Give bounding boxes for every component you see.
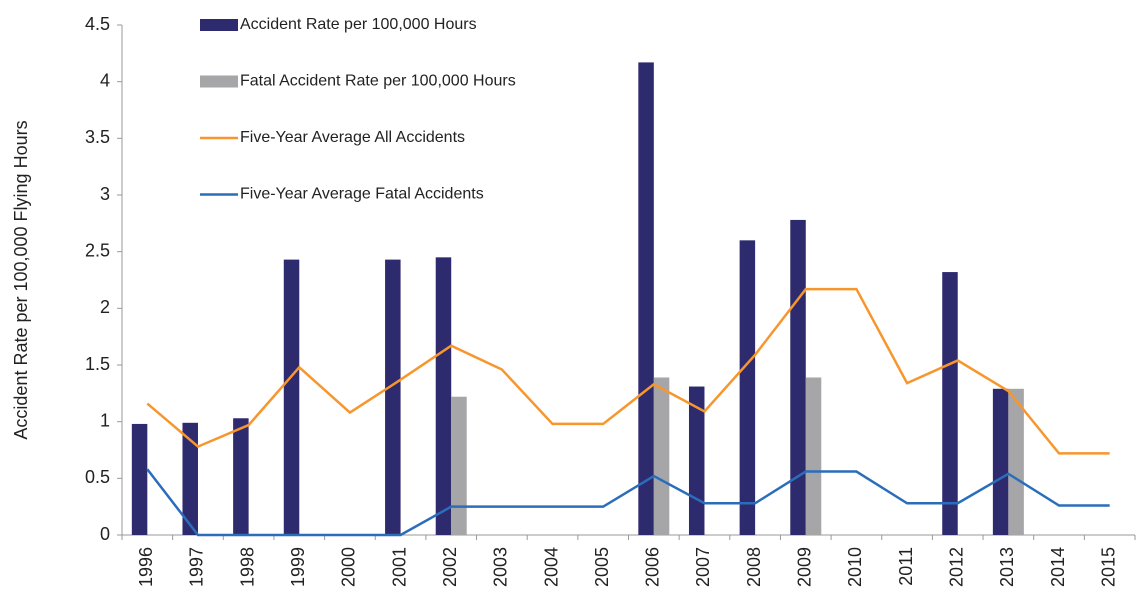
y-tick-label: 2.5 — [85, 240, 110, 260]
bar — [790, 219, 806, 535]
x-tick-label: 2011 — [896, 547, 916, 586]
bar — [653, 377, 670, 535]
x-tick-label: 2000 — [339, 547, 359, 587]
bar — [435, 257, 452, 535]
y-tick-label: 3 — [100, 184, 110, 204]
bar — [131, 423, 148, 535]
y-tick-label: 3.5 — [85, 127, 110, 147]
x-tick-label: 2002 — [440, 547, 460, 587]
legend-label: Five-Year Average Fatal Accidents — [240, 186, 484, 203]
bar — [1008, 388, 1024, 535]
bar — [805, 377, 822, 535]
legend-label: Five-Year Average All Accidents — [240, 129, 465, 146]
bar — [942, 272, 958, 535]
x-tick-label: 2004 — [541, 547, 561, 587]
line — [146, 287, 1110, 455]
x-tick-label: 1999 — [288, 547, 308, 587]
y-tick-label: 0 — [100, 524, 110, 544]
bar — [233, 418, 249, 535]
y-tick-label: 4.5 — [85, 14, 110, 34]
x-tick-label: 2015 — [1098, 547, 1118, 587]
x-tick-label: 2013 — [997, 547, 1017, 587]
x-tick-label: 2006 — [643, 547, 663, 587]
x-tick-label: 1996 — [136, 547, 156, 587]
x-tick-label: 1997 — [187, 547, 207, 587]
bar — [451, 396, 467, 535]
y-tick-label: 1 — [100, 410, 110, 430]
line — [146, 468, 1110, 537]
bar — [739, 240, 756, 536]
x-tick-label: 2012 — [946, 547, 966, 587]
legend-swatch — [200, 75, 238, 88]
x-tick-label: 1998 — [237, 547, 257, 587]
x-tick-label: 2003 — [491, 547, 511, 587]
x-tick-label: 2008 — [744, 547, 764, 587]
x-tick-label: 2007 — [693, 547, 713, 587]
bar — [283, 259, 300, 535]
x-tick-label: 2001 — [389, 547, 409, 587]
bar — [638, 62, 654, 536]
legend-swatch — [200, 19, 238, 31]
y-tick-label: 1.5 — [85, 354, 110, 374]
legend-label: Accident Rate per 100,000 Hours — [240, 16, 477, 33]
legend-label: Fatal Accident Rate per 100,000 Hours — [240, 73, 516, 90]
x-tick-label: 2005 — [592, 547, 612, 587]
y-tick-label: 4 — [100, 70, 110, 90]
bar — [992, 388, 1009, 535]
bar — [182, 422, 198, 535]
legend: Accident Rate per 100,000 Hours Fatal Acc… — [200, 16, 516, 203]
x-tick-label: 2010 — [845, 547, 865, 587]
y-tick-label: 2 — [100, 297, 110, 317]
x-tick-label: 2014 — [1048, 547, 1068, 587]
y-tick-label: 0.5 — [85, 467, 110, 487]
y-axis-label: Accident Rate per 100,000 Flying Hours — [11, 120, 31, 439]
x-tick-label: 2009 — [795, 547, 815, 587]
bar — [385, 259, 401, 535]
